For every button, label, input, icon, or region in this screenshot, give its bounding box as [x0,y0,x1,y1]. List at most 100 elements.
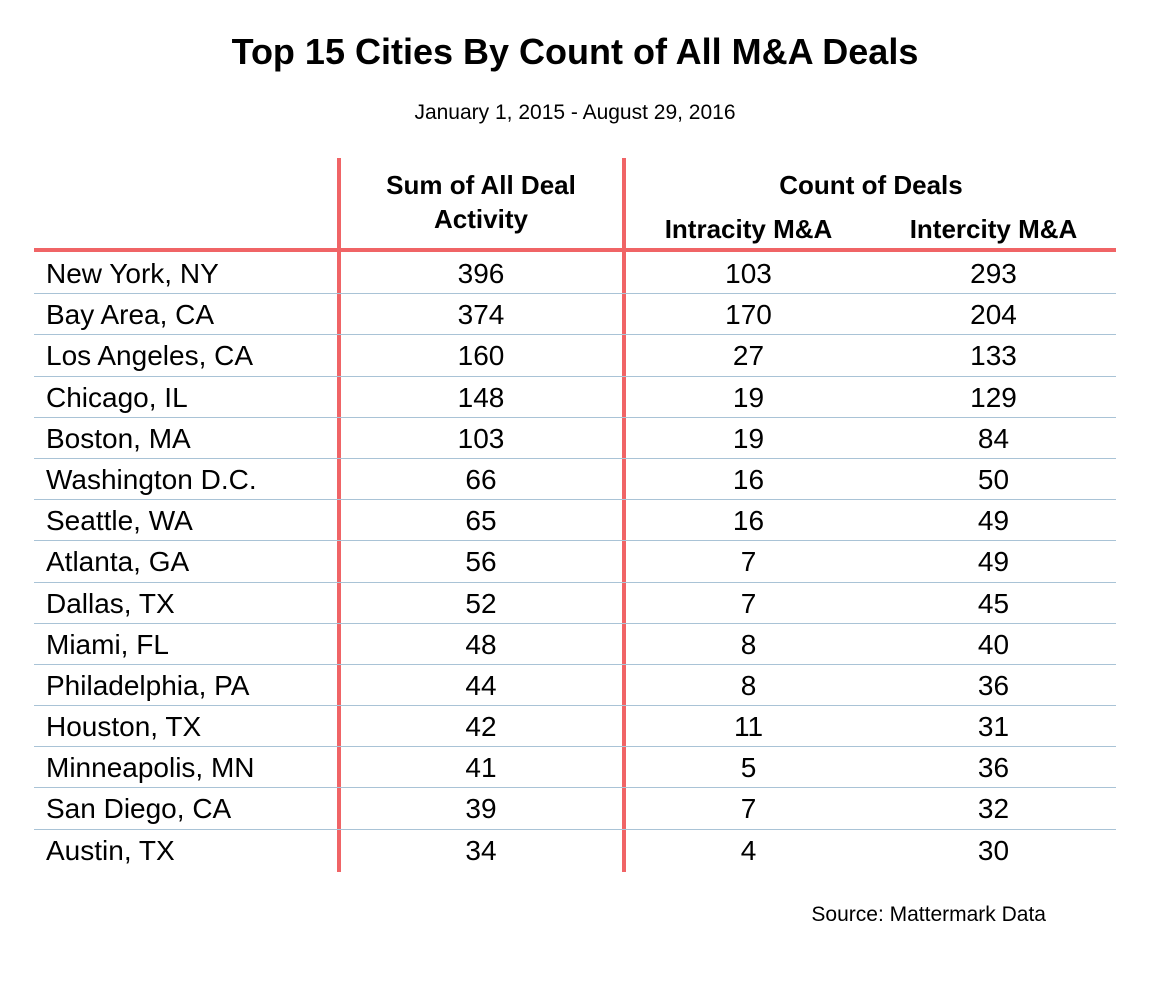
intracity-cell: 11 [733,711,764,743]
sum-cell: 44 [465,669,497,701]
intracity-cell: 170 [725,299,772,331]
city-cell: New York, NY [46,258,219,289]
intercity-cell: 129 [970,381,1017,413]
intercity-cell: 36 [977,669,1010,701]
sum-cell: 34 [465,834,497,866]
city-cell: San Diego, CA [46,793,232,825]
row-separator [34,540,1116,542]
sum-cell: 41 [465,752,497,784]
sum-cell: 42 [465,711,497,743]
intracity-cell: 5 [740,752,757,784]
sum-cell: 103 [457,422,505,454]
row-separator [34,293,1116,295]
intracity-cell: 27 [732,340,765,372]
sum-cell: 65 [465,505,497,537]
header-intracity: Intracity M&A [664,214,833,244]
intracity-cell: 4 [740,834,757,866]
header-count-of-deals: Count of Deals [779,170,963,200]
intracity-cell: 16 [732,505,765,537]
row-separator [34,787,1116,789]
header-sum-line2: Activity [434,204,528,234]
row-separator [34,457,1116,459]
city-cell: Chicago, IL [46,381,188,413]
chart-title: Top 15 Cities By Count of All M&A Deals [231,31,919,72]
sum-cell: 48 [465,628,497,660]
table-row: Seattle, WA 65 16 49 [34,500,1116,542]
city-cell: Philadelphia, PA [46,669,250,701]
table-row: Austin, TX 34 4 30 [34,830,1116,871]
intercity-cell: 204 [970,299,1017,331]
intercity-cell: 40 [977,628,1010,660]
table-body: New York, NY 396 103 293 Bay Area, CA 374 170 2… [34,253,1116,871]
source-note: Source: Mattermark Data [811,903,1046,926]
sum-cell: 52 [465,587,497,619]
intercity-cell: 30 [977,834,1010,866]
intercity-cell: 50 [977,463,1010,495]
sum-cell: 396 [457,258,505,289]
row-separator [34,746,1116,748]
table-row: Washington D.C. 66 16 50 [34,459,1116,501]
row-separator [34,375,1116,377]
intracity-cell: 19 [732,381,765,413]
intercity-cell: 293 [970,258,1017,289]
intercity-cell: 45 [977,587,1010,619]
city-cell: Austin, TX [46,834,175,866]
city-cell: Los Angeles, CA [46,340,254,372]
row-separator [34,334,1116,336]
city-cell: Bay Area, CA [46,299,215,331]
row-separator [34,499,1116,501]
row-separator [34,622,1116,624]
row-separator [34,663,1116,665]
table-row: Houston, TX 42 11 31 [34,706,1116,748]
row-separator [34,581,1116,583]
intracity-cell: 7 [740,587,757,619]
intercity-cell: 133 [970,340,1017,372]
sum-cell: 160 [457,340,505,372]
intracity-cell: 16 [732,463,765,495]
row-separator [34,416,1116,418]
table-row: Minneapolis, MN 41 5 36 [34,747,1116,789]
table-row: Atlanta, GA 56 7 49 [34,541,1116,583]
sum-cell: 39 [465,793,497,825]
intracity-cell: 7 [740,546,757,578]
sum-cell: 148 [457,381,505,413]
intercity-cell: 36 [977,752,1010,784]
intercity-cell: 84 [977,422,1010,454]
intracity-cell: 8 [740,669,757,701]
table-row: Boston, MA 103 19 84 [34,418,1116,459]
sum-cell: 56 [465,546,497,578]
table-row: Philadelphia, PA 44 8 36 [34,665,1116,707]
table-row: Miami, FL 48 8 40 [34,624,1116,665]
city-cell: Atlanta, GA [46,546,190,578]
header-sum-of-all-deal-activity: Sum of All Deal Activity [340,168,622,236]
city-cell: Washington D.C. [46,463,257,495]
table-row: Chicago, IL 148 19 129 [34,377,1116,418]
city-cell: Minneapolis, MN [46,752,255,784]
city-cell: Houston, TX [46,711,202,743]
city-cell: Dallas, TX [46,587,175,619]
table-row: Bay Area, CA 374 170 204 [34,294,1116,336]
row-separator [34,828,1116,830]
table-row: San Diego, CA 39 7 32 [34,788,1116,830]
city-cell: Miami, FL [46,628,169,660]
city-cell: Boston, MA [46,422,191,454]
intracity-cell: 8 [740,628,757,660]
intracity-cell: 7 [740,793,757,825]
row-separator [34,705,1116,707]
column-divider-left [337,158,341,872]
intercity-cell: 49 [977,546,1010,578]
intercity-cell: 49 [977,505,1010,537]
sum-cell: 66 [465,463,497,495]
table-row: Los Angeles, CA 160 27 133 [34,335,1116,377]
intracity-cell: 19 [732,422,765,454]
header-sum-line1: Sum of All Deal [386,170,576,200]
date-range-subtitle: January 1, 2015 - August 29, 2016 [414,101,736,124]
intercity-cell: 31 [977,711,1010,743]
table-row: New York, NY 396 103 293 [34,253,1116,295]
intracity-cell: 103 [725,258,772,289]
intercity-cell: 32 [977,793,1010,825]
sum-cell: 374 [457,299,505,331]
header-intercity: Intercity M&A [909,214,1078,244]
table-row: Dallas, TX 52 7 45 [34,583,1116,624]
header-rule [34,248,1116,252]
